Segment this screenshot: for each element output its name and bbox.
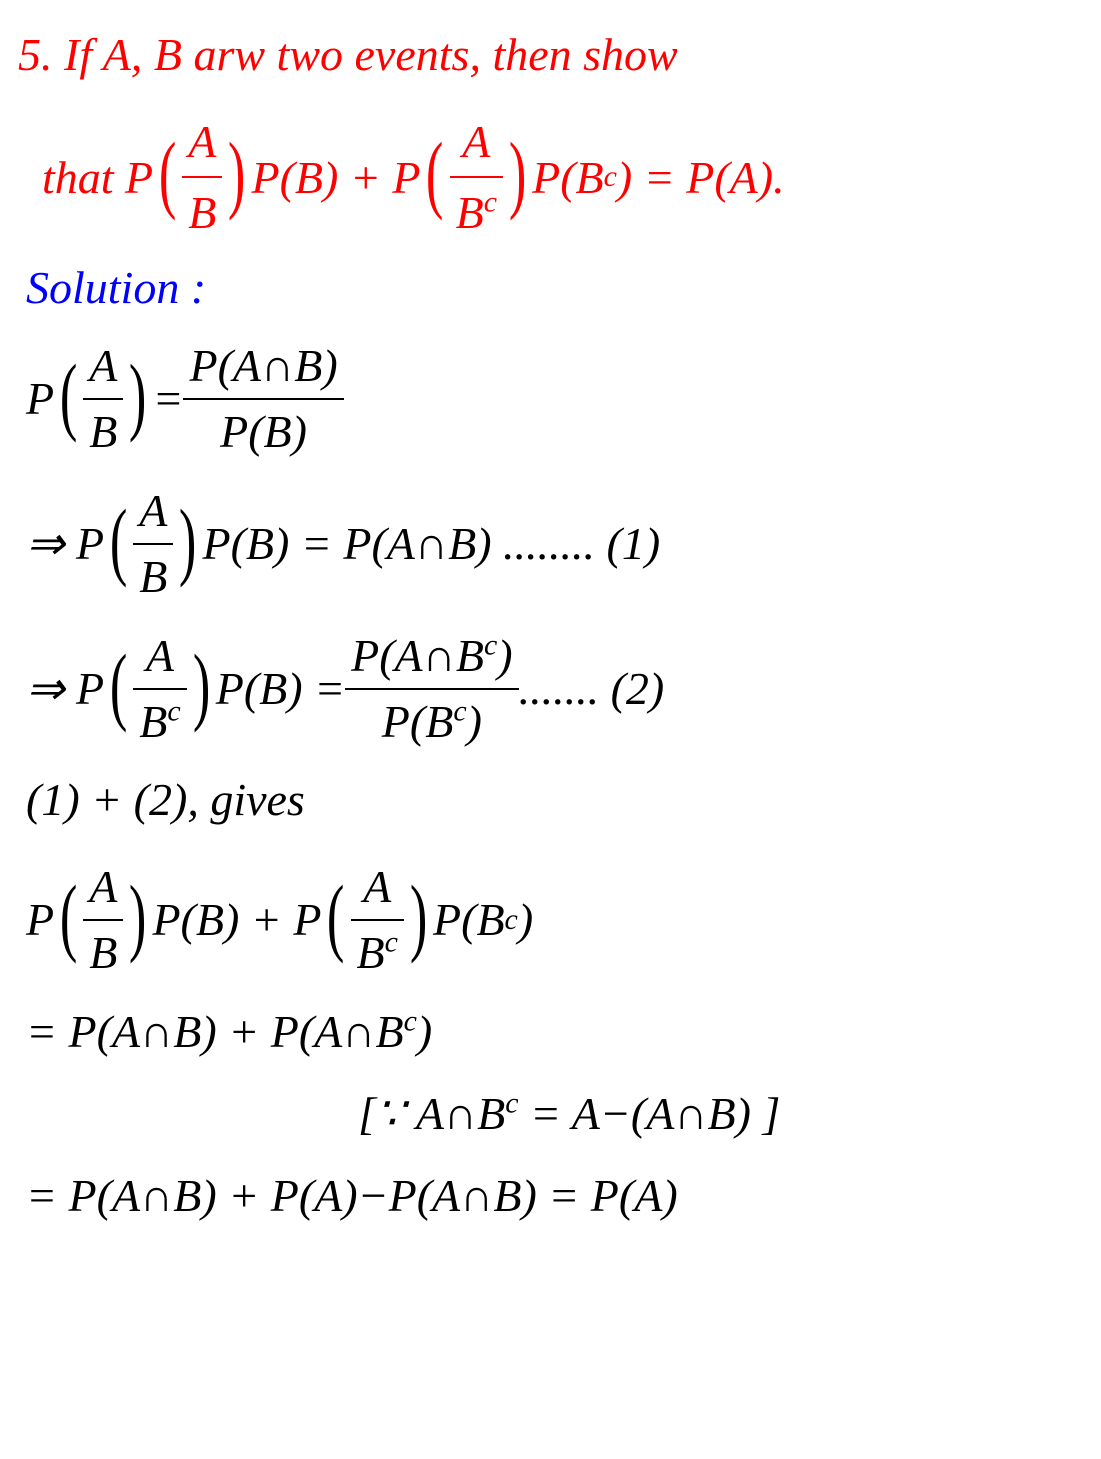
frac-a-over-bc: ABc [450,107,503,247]
solution-label: Solution : [18,261,1083,314]
close-paren: ) [509,107,526,238]
problem-number: 5. [18,29,64,80]
problem-line-1: 5. If A, B arw two events, then show [18,20,1083,89]
step-4: (1) + (2), gives [18,768,1083,832]
step-8: = P(A∩B) + P(A)−P(A∩B) = P(A) [18,1164,1083,1228]
problem-line-2: that P(AB)P(B) + P(ABc)P(Bc) = P(A). [18,107,1083,247]
open-paren: ( [426,107,443,238]
step-1: P(AB) = P(A∩B)P(B) [18,334,1083,465]
problem-that-p: that P [42,143,153,212]
sup-c: c [604,155,617,200]
problem-mid2: P(B [532,143,604,212]
problem-end: ) = P(A). [617,143,785,212]
close-paren: ) [228,107,245,238]
problem-text-1: If A, B arw two events, then show [64,29,678,80]
problem-mid1: P(B) + P [252,143,421,212]
step-3: ⇒ P(ABc)P(B) = P(A∩Bc)P(Bc) ....... (2) [18,624,1083,755]
step-7: [∵ A∩Bc = A−(A∩B) ] [18,1082,1083,1146]
step-2: ⇒ P(AB)P(B) = P(A∩B) ........ (1) [18,479,1083,610]
open-paren: ( [159,107,176,238]
frac-a-over-b: AB [182,107,222,247]
step-6: = P(A∩B) + P(A∩Bc) [18,1000,1083,1064]
step-5: P(AB)P(B) + P(ABc)P(Bc) [18,855,1083,986]
